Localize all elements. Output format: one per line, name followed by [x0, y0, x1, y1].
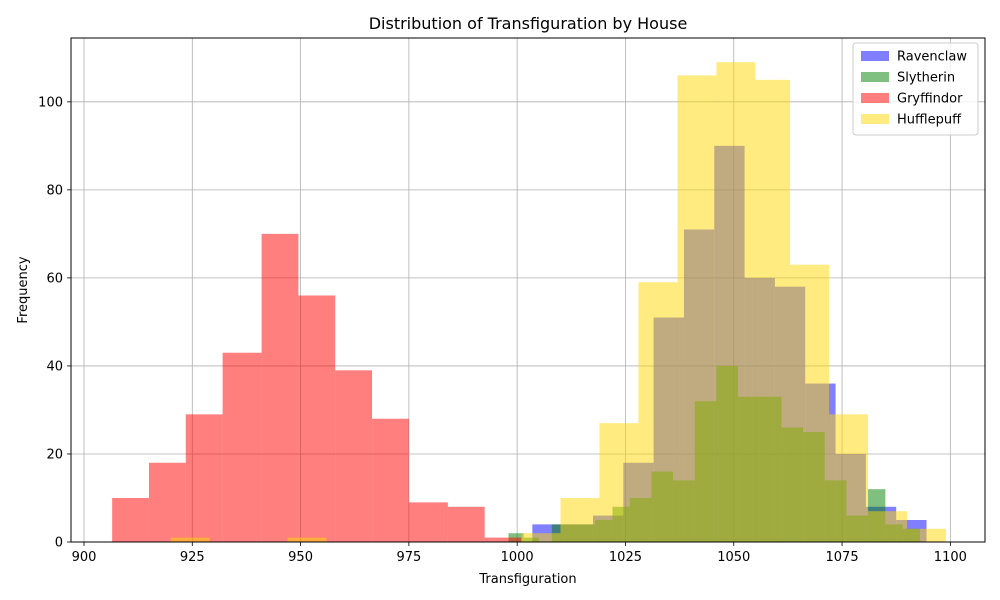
x-tick-label: 1000 — [501, 550, 534, 565]
series-hufflepuff — [170, 62, 947, 543]
bar-hufflepuff — [716, 62, 756, 543]
y-tick-label: 100 — [38, 95, 63, 110]
bar-hufflepuff — [829, 414, 869, 542]
y-tick-label: 80 — [46, 183, 63, 198]
legend-swatch-gryffindor — [861, 93, 889, 103]
x-tick-label: 1025 — [609, 550, 642, 565]
bar-hufflepuff — [599, 423, 639, 542]
legend-box — [852, 42, 979, 136]
y-tick-label: 40 — [46, 359, 63, 374]
legend: Ravenclaw Slytherin Gryffindor Hufflepuff — [852, 42, 979, 136]
legend-label-ravenclaw: Ravenclaw — [897, 50, 967, 65]
bar-hufflepuff — [560, 497, 600, 542]
x-tick-label: 1075 — [826, 550, 859, 565]
x-tick-label: 975 — [396, 550, 421, 565]
bar-gryffindor — [148, 462, 186, 542]
y-tick-label: 0 — [55, 536, 63, 551]
y-tick-label: 60 — [46, 271, 63, 286]
histogram-bars — [112, 62, 947, 543]
bar-gryffindor — [447, 506, 485, 542]
bar-hufflepuff — [638, 282, 678, 542]
x-tick-label: 1100 — [934, 550, 967, 565]
legend-swatch-ravenclaw — [861, 51, 889, 61]
bar-hufflepuff — [287, 537, 327, 542]
x-tick-label: 950 — [288, 550, 313, 565]
legend-swatch-hufflepuff — [861, 114, 889, 124]
axis-ticks: 900 925 950 975 1000 1025 1050 1075 1100 0 20 40 60 8… — [38, 95, 967, 565]
x-tick-label: 900 — [72, 550, 97, 565]
bar-hufflepuff — [170, 537, 210, 542]
bar-gryffindor — [298, 295, 336, 542]
legend-swatch-slytherin — [861, 72, 889, 82]
chart-title: Distribution of Transfiguration by House — [369, 14, 688, 33]
legend-label-slytherin: Slytherin — [897, 71, 955, 86]
x-tick-label: 1050 — [717, 550, 750, 565]
axes-frame — [70, 37, 986, 543]
bar-hufflepuff — [521, 533, 561, 542]
bar-gryffindor — [408, 502, 448, 542]
bar-gryffindor — [261, 233, 299, 542]
bar-gryffindor — [222, 352, 262, 542]
bar-gryffindor — [372, 418, 409, 542]
series-gryffindor — [112, 233, 522, 542]
legend-label-hufflepuff: Hufflepuff — [897, 113, 962, 128]
bar-gryffindor — [185, 414, 223, 542]
bar-hufflepuff — [868, 511, 908, 542]
bar-hufflepuff — [790, 264, 830, 542]
bar-gryffindor — [112, 497, 149, 542]
y-tick-label: 20 — [46, 447, 63, 462]
x-axis-label: Transfiguration — [478, 572, 576, 587]
legend-label-gryffindor: Gryffindor — [897, 92, 963, 107]
bar-gryffindor — [335, 370, 373, 542]
bar-hufflepuff — [677, 75, 717, 542]
x-tick-label: 925 — [180, 550, 205, 565]
y-axis-label: Frequency — [16, 256, 31, 323]
bar-gryffindor — [484, 537, 522, 542]
bar-hufflepuff — [907, 528, 947, 542]
bar-hufflepuff — [755, 79, 791, 543]
